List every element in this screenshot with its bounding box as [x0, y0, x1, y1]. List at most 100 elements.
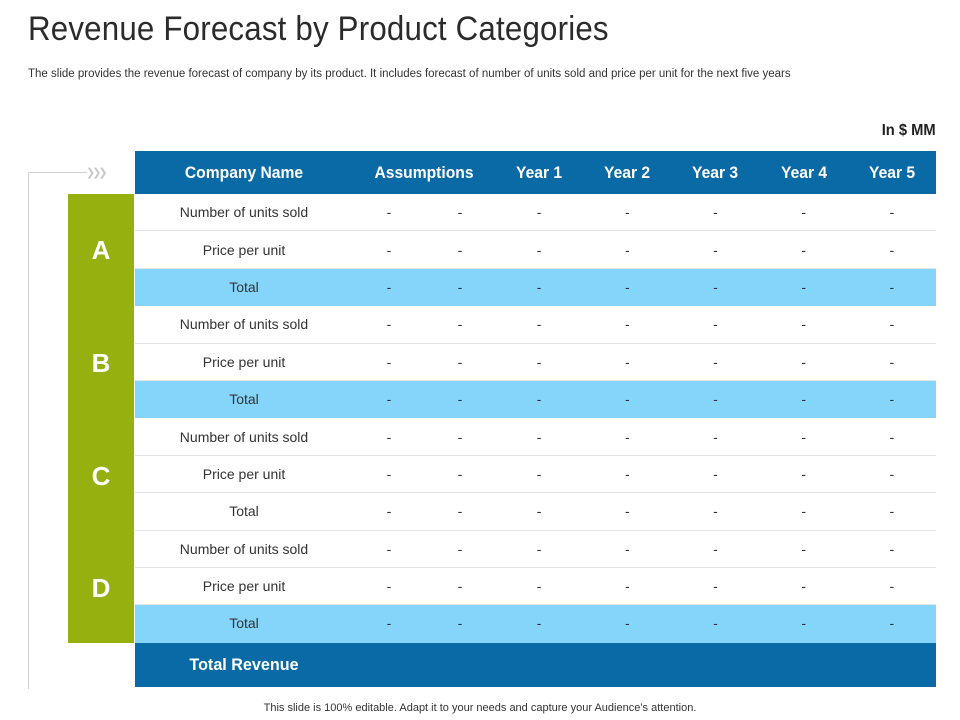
value-cell: - [457, 503, 463, 520]
value-cell: - [624, 241, 630, 258]
value-cell: - [386, 428, 392, 445]
decorative-bracket-line [28, 172, 87, 689]
table-row: Price per unit - - - - - - - [135, 568, 936, 606]
header-year-2: Year 2 [604, 162, 651, 182]
value-cell: - [801, 503, 806, 520]
table-row: Total - - - - - - - [135, 380, 936, 419]
header-year-3: Year 3 [692, 162, 739, 182]
table-row: Price per unit - - - - - - - [135, 231, 936, 269]
value-cell: - [801, 578, 806, 595]
value-cell: - [801, 465, 806, 482]
group-label-b: B [68, 306, 134, 420]
value-cell: - [713, 428, 718, 445]
value-cell: - [889, 316, 895, 333]
value-cell: - [624, 503, 630, 520]
row-label: Total [229, 391, 259, 408]
slide-title: Revenue Forecast by Product Categories [28, 10, 609, 48]
unit-label: In $ MM [882, 122, 936, 139]
value-cell: - [801, 540, 806, 557]
value-cell: - [713, 241, 718, 258]
table-row: Number of units sold - - - - - - - [135, 531, 936, 568]
table-row: Total - - - - - - - [135, 605, 936, 643]
footnote: This slide is 100% editable. Adapt it to… [263, 702, 697, 714]
total-revenue-label: Total Revenue [189, 654, 299, 674]
table-row: Total - - - - - - - [135, 268, 936, 307]
value-cell: - [889, 391, 895, 408]
total-revenue-row: Total Revenue [135, 642, 936, 687]
value-cell: - [457, 204, 463, 221]
row-label: Total [229, 615, 259, 632]
value-cell: - [457, 353, 463, 370]
row-label: Total [229, 278, 259, 295]
table-row: Price per unit - - - - - - - [135, 456, 936, 494]
value-cell: - [889, 540, 895, 557]
value-cell: - [889, 204, 895, 221]
value-cell: - [536, 615, 542, 632]
value-cell: - [801, 353, 806, 370]
group-label-d: D [68, 533, 134, 643]
value-cell: - [536, 204, 542, 221]
value-cell: - [457, 241, 463, 258]
value-cell: - [801, 241, 806, 258]
value-cell: - [536, 465, 542, 482]
value-cell: - [386, 465, 392, 482]
value-cell: - [713, 540, 718, 557]
value-cell: - [386, 540, 392, 557]
value-cell: - [457, 316, 463, 333]
value-cell: - [457, 391, 463, 408]
table-row: Number of units sold - - - - - - - [135, 418, 936, 456]
value-cell: - [889, 615, 895, 632]
slide-subtitle: The slide provides the revenue forecast … [28, 68, 791, 80]
value-cell: - [536, 540, 542, 557]
value-cell: - [624, 540, 630, 557]
row-label: Total [229, 503, 259, 520]
value-cell: - [889, 503, 895, 520]
table-row: Number of units sold - - - - - - - [135, 194, 936, 232]
value-cell: - [536, 241, 542, 258]
value-cell: - [386, 241, 392, 258]
value-cell: - [713, 391, 718, 408]
table-row: Total - - - - - - - [135, 493, 936, 531]
table-row: Number of units sold - - - - - - - [135, 306, 936, 344]
row-label: Price per unit [202, 241, 286, 258]
value-cell: - [801, 204, 806, 221]
chevron-arrows-icon: ❯❯❯ [86, 167, 108, 179]
value-cell: - [801, 428, 806, 445]
row-label: Number of units sold [179, 428, 309, 445]
group-label-c: C [68, 420, 134, 533]
value-cell: - [624, 465, 630, 482]
value-cell: - [386, 204, 392, 221]
header-company-name: Company Name [184, 162, 304, 182]
row-label: Number of units sold [179, 204, 309, 221]
value-cell: - [713, 615, 718, 632]
value-cell: - [713, 278, 718, 295]
value-cell: - [624, 578, 630, 595]
value-cell: - [536, 428, 542, 445]
row-label: Number of units sold [179, 316, 309, 333]
value-cell: - [801, 615, 806, 632]
header-year-4: Year 4 [780, 162, 827, 182]
value-cell: - [889, 241, 895, 258]
value-cell: - [386, 503, 392, 520]
value-cell: - [386, 353, 392, 370]
value-cell: - [889, 353, 895, 370]
value-cell: - [536, 353, 542, 370]
value-cell: - [386, 278, 392, 295]
value-cell: - [536, 578, 542, 595]
value-cell: - [457, 540, 463, 557]
value-cell: - [624, 353, 630, 370]
value-cell: - [386, 316, 392, 333]
row-label: Price per unit [202, 578, 286, 595]
value-cell: - [624, 615, 630, 632]
table-body: Number of units sold - - - - - - - Price per uni… [135, 194, 936, 643]
value-cell: - [713, 316, 718, 333]
header-year-5: Year 5 [868, 162, 915, 182]
value-cell: - [889, 428, 895, 445]
value-cell: - [624, 278, 630, 295]
value-cell: - [624, 204, 630, 221]
value-cell: - [713, 578, 718, 595]
row-label: Number of units sold [179, 540, 309, 557]
value-cell: - [457, 428, 463, 445]
value-cell: - [457, 465, 463, 482]
group-label-a: A [68, 194, 134, 306]
